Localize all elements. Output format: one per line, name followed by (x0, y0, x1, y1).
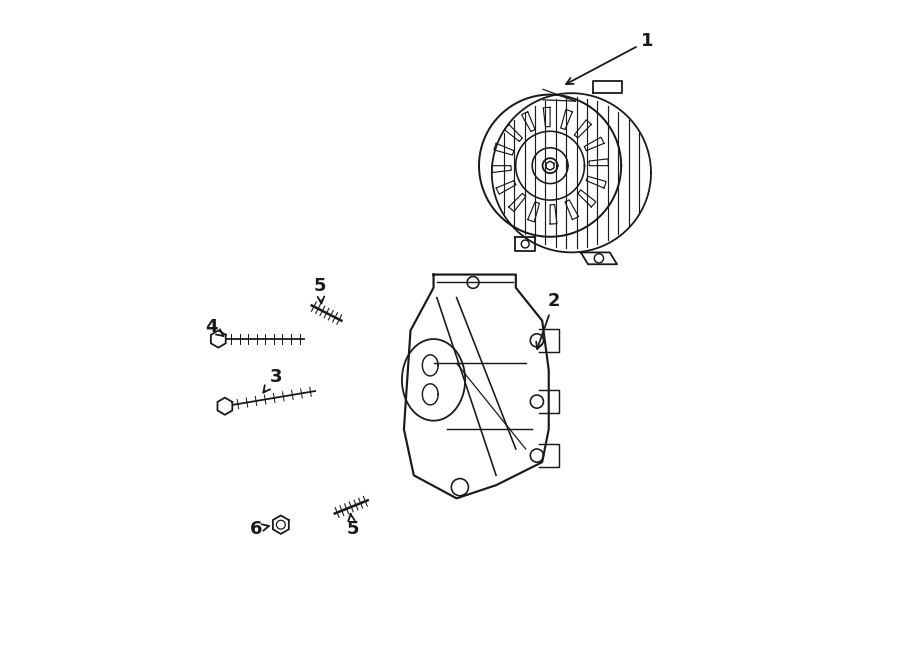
Text: 2: 2 (536, 292, 560, 349)
Text: 5: 5 (314, 277, 327, 303)
Text: 6: 6 (249, 520, 269, 538)
Text: 3: 3 (264, 368, 282, 393)
Text: 1: 1 (566, 32, 653, 84)
Text: 4: 4 (205, 318, 223, 336)
Text: 5: 5 (346, 514, 359, 538)
